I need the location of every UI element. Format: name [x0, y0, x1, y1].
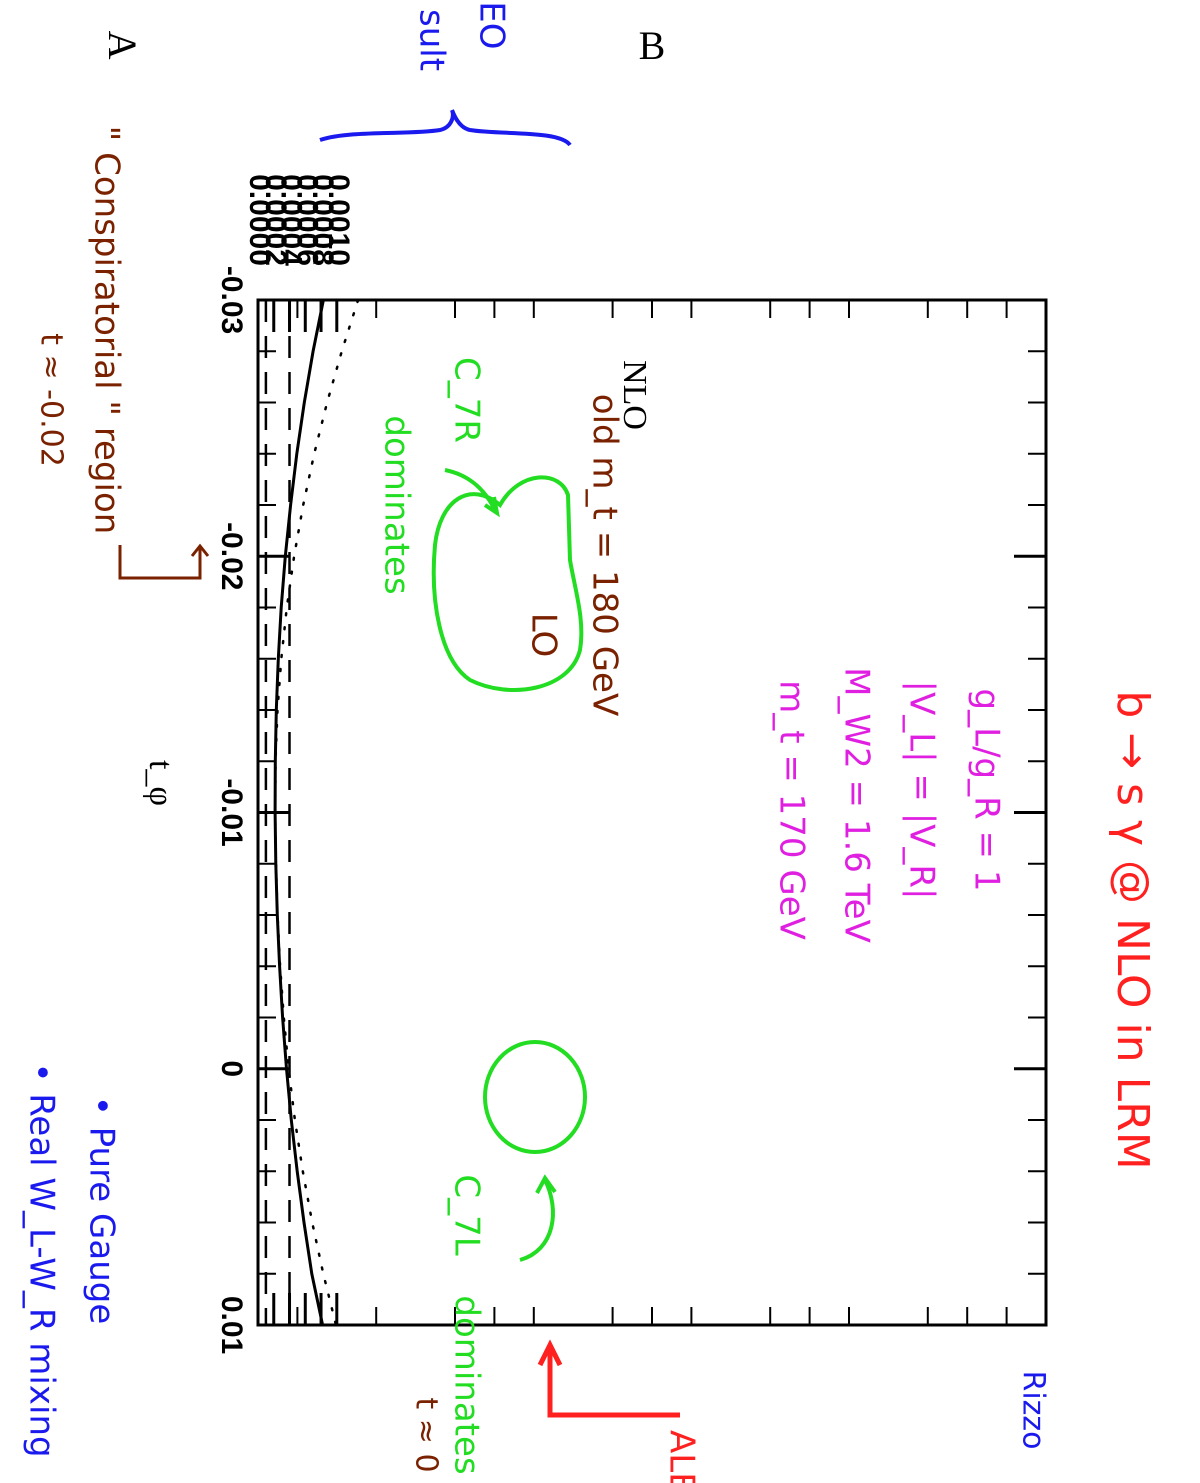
aleph-label: ALEPH — [662, 1430, 702, 1483]
aleph-arrow — [547, 1350, 680, 1418]
x-tick-label: -0.03 — [215, 266, 248, 334]
y-tick-label: 0.0008 — [306, 174, 339, 266]
nlo-curve-label: NLO — [616, 360, 653, 430]
param-ckm: |V_L| = |V_R| — [902, 680, 942, 899]
x-tick-label: 0.01 — [215, 1296, 248, 1354]
y-tick-label: 0.0006 — [290, 174, 323, 266]
x-tick-label: -0.02 — [215, 522, 248, 590]
handwritten-title: b → s γ @ NLO in LRM — [1107, 690, 1158, 1169]
conspiratorial-bracket — [118, 545, 202, 580]
rizzo-label: Rizzo — [1016, 1370, 1051, 1449]
c7l-dominates-label: dominates — [447, 1295, 487, 1474]
y-tick-label: 0.0010 — [322, 174, 355, 266]
old-mt-label: old m_t = 180 GeV — [585, 394, 625, 716]
param-coupling: g_L/g_R = 1 — [967, 689, 1007, 892]
axis-ticks: -0.03-0.02-0.0100.010.00000.00020.00040.… — [215, 174, 1046, 1354]
parameter-list: g_L/g_R = 1 |V_L| = |V_R| M_W2 = 1.6 TeV… — [772, 667, 1007, 943]
aleph-band-brace — [319, 109, 572, 147]
conspiratorial-label: " Conspiratorial " region — [87, 126, 127, 535]
c7r-arrow-head — [483, 496, 500, 518]
bullet-real-mixing: • Real W_L-W_R mixing — [22, 1062, 62, 1457]
t-approx-right: t ≈ 0 — [409, 1397, 444, 1472]
panel-letter-a: A — [100, 31, 145, 60]
series-nlo — [273, 300, 325, 1325]
t-approx-left: t ≈ -0.02 — [34, 333, 69, 467]
y-tick-label: 0.0000 — [243, 174, 276, 266]
x-tick-label: 0 — [215, 1060, 248, 1077]
c7l-arrow — [519, 1179, 555, 1262]
x-tick-label: -0.01 — [215, 778, 248, 846]
aleph-arrow-head — [537, 1339, 563, 1367]
lo-curve-label: LO — [524, 613, 564, 658]
y-tick-label: 0.0002 — [259, 174, 292, 266]
c7l-region — [483, 1040, 587, 1154]
y-tick-label: 0.0004 — [275, 174, 308, 266]
c7r-region — [431, 475, 584, 692]
x-axis-title: t_φ — [142, 760, 179, 806]
result-label: sult — [412, 9, 452, 71]
bullet-pure-gauge: • Pure Gauge — [82, 1096, 122, 1325]
c7r-arrow — [444, 468, 497, 511]
param-mt: m_t = 170 GeV — [772, 680, 812, 940]
c7l-arrow-head — [535, 1174, 557, 1194]
panel-letter-b: B — [639, 23, 666, 68]
series-layer — [264, 300, 360, 1325]
conspiratorial-arrow-head — [190, 543, 210, 557]
c7r-label: C_7R — [447, 357, 487, 443]
c7l-label: C_7L — [447, 1174, 487, 1255]
c7r-dominates-label: dominates — [377, 415, 417, 594]
param-mw2: M_W2 = 1.6 TeV — [837, 667, 877, 943]
leo-label: .EO — [472, 0, 512, 50]
